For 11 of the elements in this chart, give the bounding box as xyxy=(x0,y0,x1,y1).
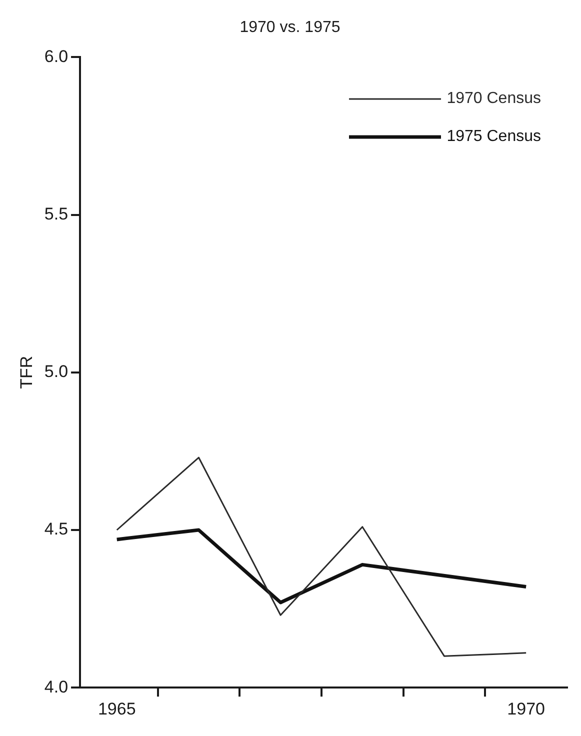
x-tick-label: 1965 xyxy=(98,699,136,718)
y-tick-label: 5.5 xyxy=(44,204,68,224)
text: 1970 Census xyxy=(446,90,541,108)
y-tick-label: 4.5 xyxy=(44,520,68,539)
x-tick-label: 1970 xyxy=(507,699,545,718)
y-tick-label: 6.0 xyxy=(44,46,68,66)
y-tick-label: 4.0 xyxy=(44,677,68,696)
y-tick-label: 5.0 xyxy=(44,362,68,382)
y-axis-title: TFR xyxy=(16,356,36,389)
text: 1975 Census xyxy=(446,128,541,146)
chart-title: 1970 vs. 1975 xyxy=(240,19,340,36)
